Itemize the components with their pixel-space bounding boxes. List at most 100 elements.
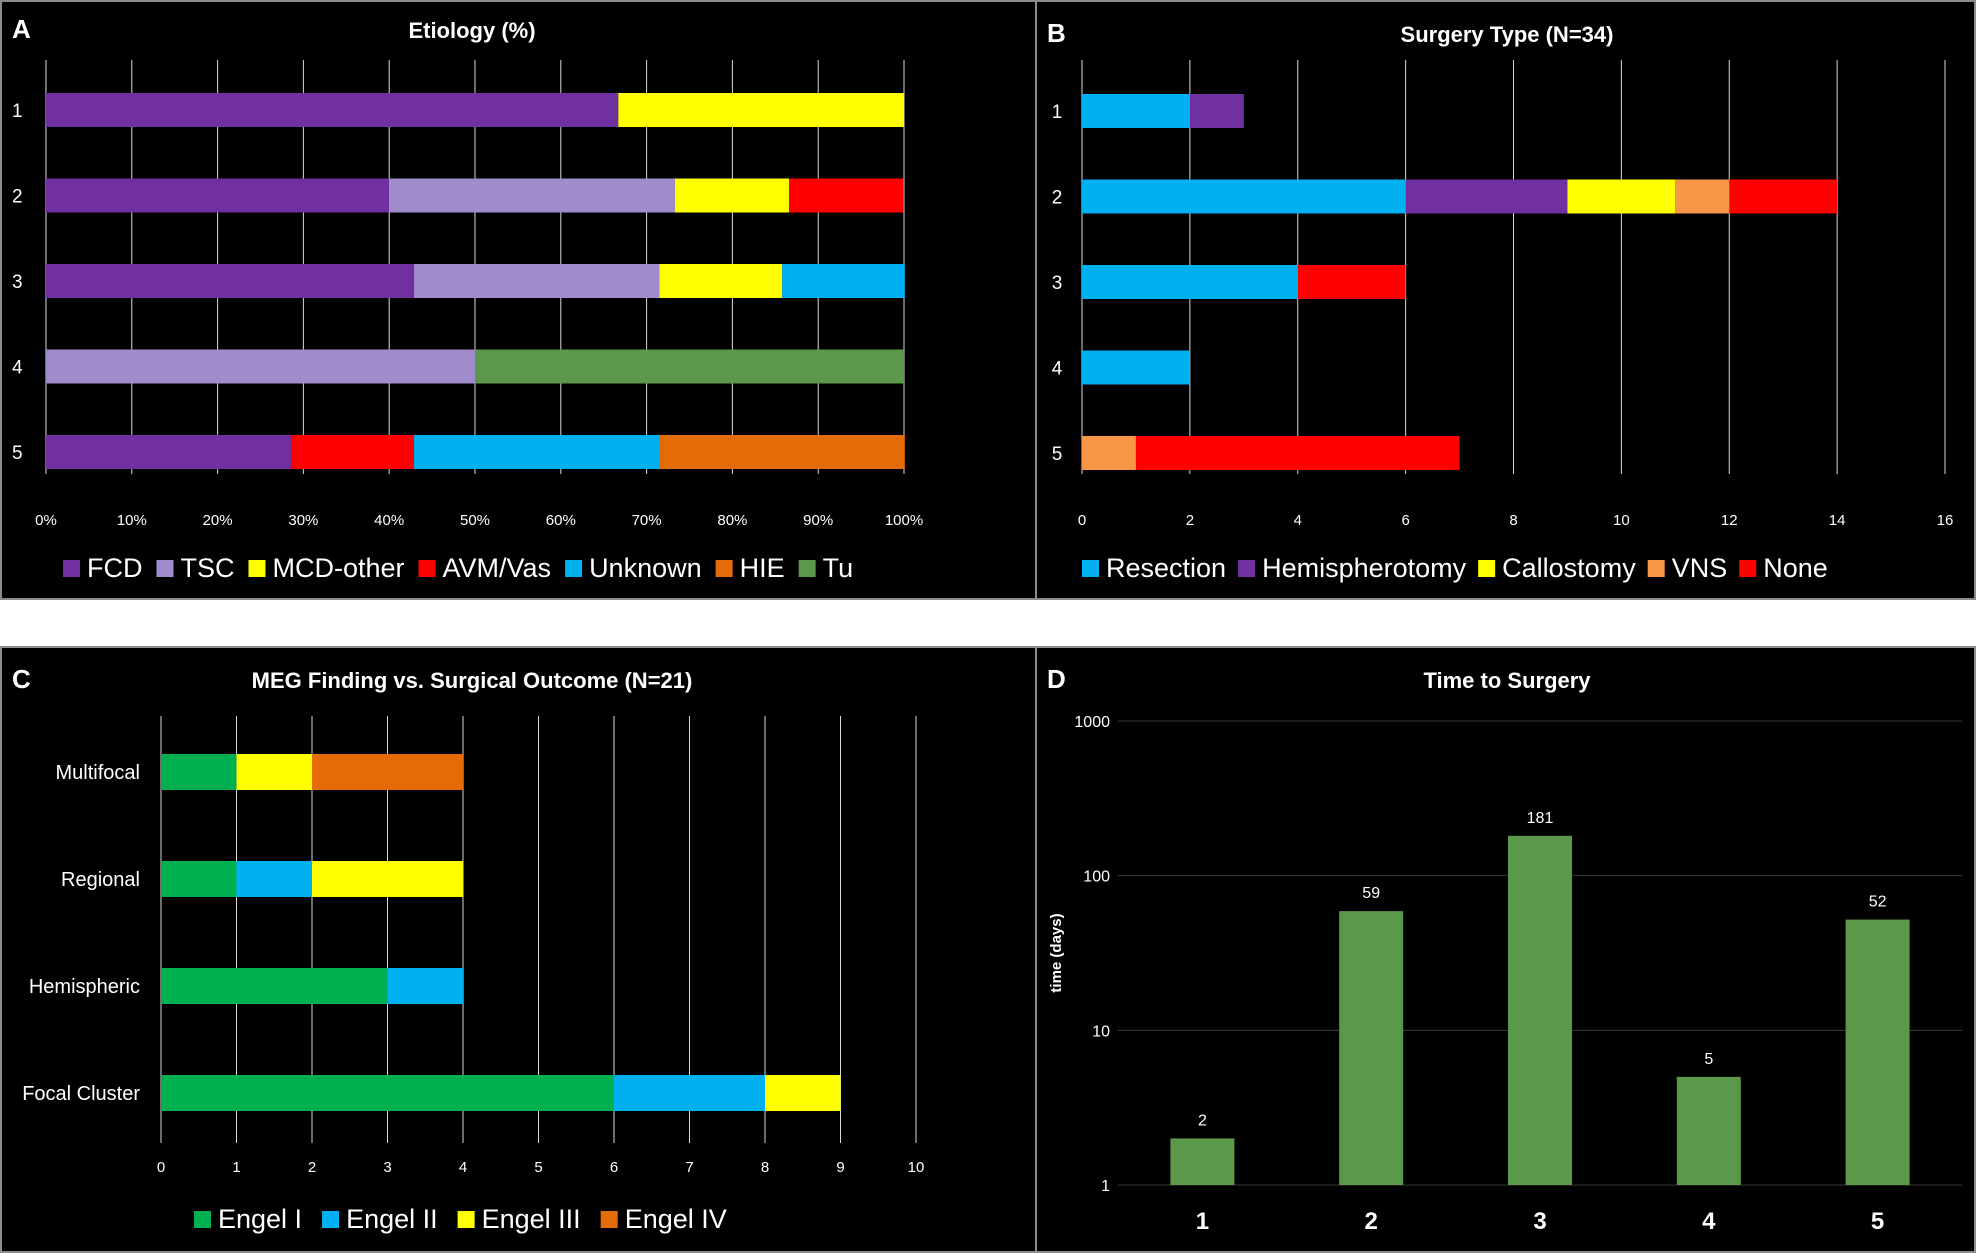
category-label: Hemispheric [29, 976, 140, 998]
y-axis-label: time (days) [1048, 913, 1065, 992]
chart-title: Time to Surgery [1423, 668, 1591, 693]
legend-label-engel-iv: Engel IV [625, 1204, 727, 1234]
chart-title: Surgery Type (N=34) [1401, 22, 1614, 47]
legend-swatch-unknown [565, 560, 583, 577]
bar [1339, 911, 1404, 1185]
x-tick-label: 100% [885, 512, 923, 529]
panel-b-surgery-type: B Surgery Type (N=34) 0 2 4 6 8 10 12 14 16 1 2 3 4 5 Re… [1035, 0, 1976, 600]
legend-swatch-none [1739, 560, 1757, 577]
bar-callostomy [1567, 179, 1676, 214]
chart-surgery-type: B Surgery Type (N=34)0 2 4 6 8 10 12 14 1612345Re… [1047, 18, 1953, 583]
x-tick-label: 2 [1365, 1208, 1378, 1235]
x-tick-label: 20% [203, 512, 233, 529]
bar-resection [1082, 265, 1298, 299]
x-tick-label: 8 [761, 1159, 769, 1176]
x-tick-label: 3 [383, 1159, 391, 1176]
x-tick-label: 4 [1294, 512, 1302, 529]
bar [1170, 1138, 1235, 1185]
bar-engel-i [161, 861, 237, 897]
category-label: 3 [1052, 273, 1063, 294]
legend-swatch-mcd-other [248, 560, 266, 577]
bar-fcd [46, 264, 415, 298]
legend-swatch-resection [1082, 560, 1099, 577]
bar-none [1729, 179, 1838, 214]
x-tick-label: 10% [117, 512, 147, 529]
chart-meg-outcome: C MEG Finding vs. Surgical Outcome (N=21)… [12, 664, 925, 1234]
bar-vns [1082, 436, 1136, 470]
legend-label-tsc: TSC [181, 553, 235, 583]
bar-engel-iii [765, 1075, 841, 1111]
data-label: 59 [1362, 885, 1380, 902]
y-tick-label: 1000 [1074, 714, 1110, 731]
legend-swatch-engel-iv [600, 1211, 618, 1228]
data-label: 52 [1869, 894, 1887, 911]
x-tick-label: 12 [1721, 512, 1738, 529]
y-tick-label: 1 [1101, 1178, 1110, 1195]
bar-resection [1082, 350, 1190, 385]
legend-swatch-engel-iii [457, 1211, 475, 1228]
y-tick-label: 100 [1083, 869, 1110, 886]
legend-label-callostomy: Callostomy [1502, 553, 1636, 583]
bar-avm-vas [291, 435, 415, 469]
category-label: 2 [12, 187, 23, 208]
x-tick-label: 4 [1702, 1208, 1716, 1235]
legend-label-fcd: FCD [87, 553, 143, 583]
x-tick-label: 5 [1871, 1208, 1884, 1235]
bar-unknown [414, 435, 660, 469]
bar-fcd [46, 435, 292, 469]
legend-label-tu: Tu [823, 553, 854, 583]
chart-etiology: A Etiology (%) 0% 10% 20% 30% 40% 50% 60% 70% 80% 9… [12, 14, 923, 583]
category-label: 4 [12, 358, 23, 379]
legend-swatch-tu [798, 560, 816, 577]
x-tick-label: 6 [1401, 512, 1409, 529]
x-tick-label: 30% [288, 512, 318, 529]
x-tick-label: 90% [803, 512, 833, 529]
category-label: Focal Cluster [22, 1083, 140, 1105]
bar-resection [1082, 179, 1406, 214]
chart-title: MEG Finding vs. Surgical Outcome (N=21) [252, 668, 693, 693]
bar-unknown [782, 264, 905, 298]
x-tick-label: 0 [157, 1159, 165, 1176]
legend-swatch-tsc [156, 560, 174, 577]
bar-hemispherotomy [1405, 179, 1568, 214]
bar-tsc [46, 349, 475, 384]
x-tick-label: 10 [908, 1159, 925, 1176]
bar-engel-iii [236, 754, 312, 790]
bar [1845, 919, 1910, 1185]
legend-label-hemispherotomy: Hemispherotomy [1262, 553, 1467, 583]
category-label: 5 [12, 443, 23, 464]
category-label: 3 [12, 272, 23, 293]
legend-swatch-avm-vas [418, 560, 436, 577]
bar-tsc [414, 264, 660, 298]
bar-tu [475, 349, 904, 384]
x-tick-label: 1 [1196, 1208, 1209, 1235]
legend-swatch-vns [1647, 560, 1665, 577]
legend-label-hie: HIE [740, 553, 785, 583]
data-label: 181 [1527, 810, 1554, 827]
x-tick-label: 2 [308, 1159, 316, 1176]
legend-swatch-fcd [63, 560, 80, 577]
bar-hie [659, 435, 905, 469]
panel-c-meg-outcome: C MEG Finding vs. Surgical Outcome (N=21)… [0, 646, 1049, 1253]
legend-swatch-hie [715, 560, 733, 577]
panel-d-time-to-surgery: D Time to Surgery 1 10 100 1000 time (days) 2 1 5… [1035, 646, 1976, 1253]
category-label: 5 [1052, 444, 1063, 465]
category-label: 1 [1052, 102, 1063, 123]
bar-engel-iv [312, 754, 463, 790]
x-tick-label: 7 [685, 1159, 693, 1176]
x-tick-label: 5 [534, 1159, 542, 1176]
x-tick-label: 60% [546, 512, 576, 529]
bar-tsc [389, 178, 675, 213]
bar-mcd-other [618, 93, 904, 127]
category-label: Regional [61, 869, 140, 891]
panel-letter: A [12, 14, 31, 44]
x-tick-label: 40% [374, 512, 404, 529]
bar-fcd [46, 178, 390, 213]
x-tick-label: 2 [1186, 512, 1194, 529]
bar-engel-ii [614, 1075, 765, 1111]
legend-label-engel-iii: Engel III [482, 1204, 581, 1234]
legend-swatch-engel-i [194, 1211, 211, 1228]
panel-letter: C [12, 664, 31, 694]
legend-swatch-engel-ii [322, 1211, 340, 1228]
